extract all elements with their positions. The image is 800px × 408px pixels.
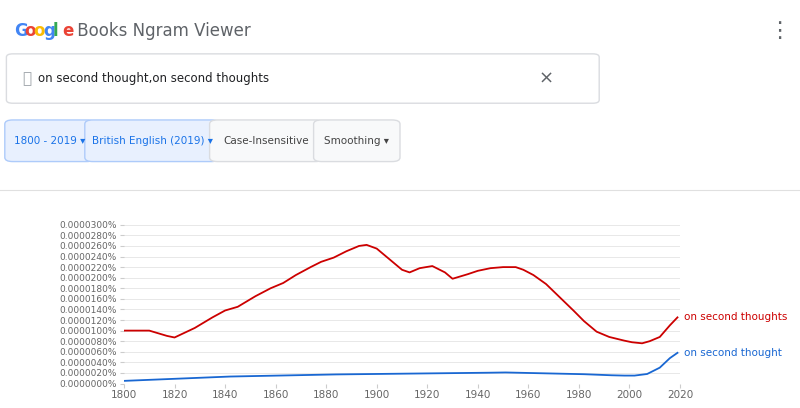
Text: ⋮: ⋮ <box>768 20 790 41</box>
Text: G: G <box>14 22 28 40</box>
Text: on second thought,on second thoughts: on second thought,on second thoughts <box>38 72 270 85</box>
Text: e: e <box>62 22 74 40</box>
Text: Smoothing ▾: Smoothing ▾ <box>324 136 390 146</box>
Text: o: o <box>34 22 45 40</box>
Text: o: o <box>24 22 35 40</box>
Text: on second thought: on second thought <box>685 348 782 358</box>
Text: on second thoughts: on second thoughts <box>685 313 788 322</box>
Text: l: l <box>53 22 58 40</box>
Text: ?: ? <box>568 73 573 84</box>
Text: 1800 - 2019 ▾: 1800 - 2019 ▾ <box>14 136 86 146</box>
Text: Case-Insensitive: Case-Insensitive <box>223 136 310 146</box>
Text: British English (2019) ▾: British English (2019) ▾ <box>91 136 213 146</box>
Text: ×: × <box>539 69 554 88</box>
Text: Books Ngram Viewer: Books Ngram Viewer <box>72 22 250 40</box>
Text: ⌕: ⌕ <box>22 71 31 86</box>
Text: g: g <box>43 22 55 40</box>
